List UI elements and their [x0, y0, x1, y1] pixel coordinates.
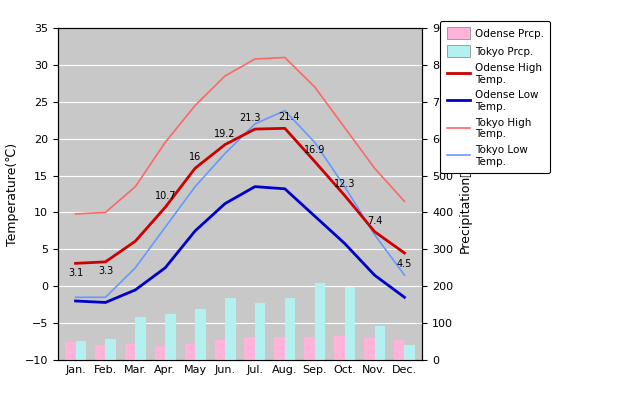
- Bar: [404, 345, 415, 360]
- Text: 7.4: 7.4: [367, 216, 382, 226]
- Text: 10.7: 10.7: [154, 191, 176, 201]
- Bar: [195, 309, 205, 360]
- Bar: [125, 344, 135, 360]
- Text: 19.2: 19.2: [214, 128, 236, 138]
- Bar: [95, 345, 106, 360]
- Bar: [285, 298, 295, 360]
- Bar: [165, 314, 176, 360]
- Text: 3.3: 3.3: [98, 266, 113, 276]
- Bar: [185, 344, 195, 360]
- Bar: [304, 337, 315, 360]
- Bar: [364, 338, 374, 360]
- Y-axis label: Temperature(℃): Temperature(℃): [6, 142, 19, 246]
- Bar: [106, 339, 116, 360]
- Text: 4.5: 4.5: [397, 259, 412, 269]
- Bar: [334, 336, 345, 360]
- Text: 21.3: 21.3: [240, 113, 261, 123]
- Text: 21.4: 21.4: [278, 112, 300, 122]
- Bar: [214, 340, 225, 360]
- Bar: [394, 340, 404, 360]
- Bar: [255, 303, 266, 360]
- Bar: [345, 287, 355, 360]
- Bar: [155, 346, 165, 360]
- Bar: [65, 342, 76, 360]
- Bar: [275, 337, 285, 360]
- Bar: [225, 298, 236, 360]
- Y-axis label: Precipitation（mm）: Precipitation（mm）: [459, 135, 472, 253]
- Text: 16.9: 16.9: [304, 146, 326, 156]
- Text: 3.1: 3.1: [68, 268, 83, 278]
- Text: 16: 16: [189, 152, 201, 162]
- Bar: [374, 326, 385, 360]
- Bar: [76, 341, 86, 360]
- Bar: [244, 337, 255, 360]
- Bar: [135, 317, 146, 360]
- Bar: [315, 282, 325, 360]
- Text: 12.3: 12.3: [334, 180, 355, 190]
- Legend: Odense Prcp., Tokyo Prcp., Odense High
Temp., Odense Low
Temp., Tokyo High
Temp.: Odense Prcp., Tokyo Prcp., Odense High T…: [440, 21, 550, 173]
